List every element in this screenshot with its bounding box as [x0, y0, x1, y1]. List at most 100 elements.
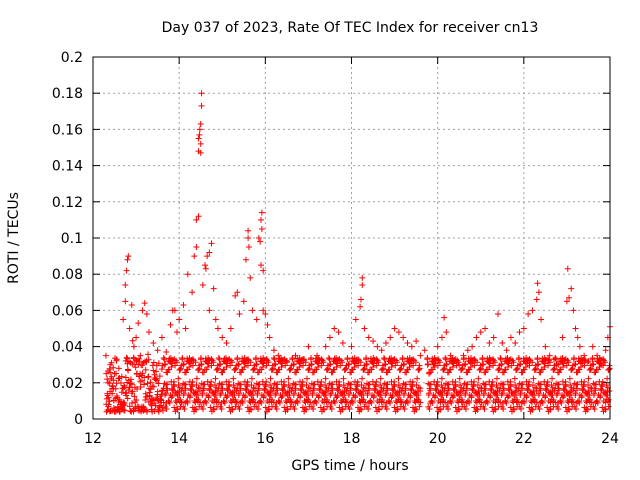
roti-point [224, 360, 231, 367]
roti-point [331, 357, 338, 364]
roti-point [171, 307, 178, 314]
roti-point [322, 375, 329, 382]
roti-point [258, 209, 265, 216]
roti-point [212, 316, 219, 323]
roti-point [287, 396, 294, 403]
roti-point [122, 282, 129, 289]
roti-point [276, 357, 283, 364]
roti-point [410, 362, 417, 369]
roti-point [581, 352, 588, 359]
roti-point [342, 366, 349, 373]
roti-point [147, 386, 154, 393]
roti-point [434, 356, 441, 363]
roti-point [507, 334, 514, 341]
roti-point [528, 405, 535, 412]
roti-point [358, 406, 365, 413]
roti-point [236, 405, 243, 412]
roti-point [395, 329, 402, 336]
roti-point [498, 361, 505, 368]
roti-point [429, 366, 436, 373]
roti-point [584, 359, 591, 366]
roti-point [589, 356, 596, 363]
roti-point [233, 399, 240, 406]
roti-point [142, 396, 149, 403]
roti-point [374, 343, 381, 350]
roti-point [362, 356, 369, 363]
roti-point [191, 253, 198, 260]
roti-point [248, 375, 255, 382]
roti-point [185, 357, 192, 364]
roti-point [270, 399, 277, 406]
roti-point [283, 358, 290, 365]
roti-point [310, 405, 317, 412]
roti-point [539, 399, 546, 406]
roti-point [262, 404, 269, 411]
roti-point [425, 380, 432, 387]
roti-point [340, 382, 347, 389]
roti-point [128, 381, 135, 388]
roti-point [576, 357, 583, 364]
roti-point [480, 360, 487, 367]
roti-point [482, 387, 489, 394]
roti-point [237, 381, 244, 388]
roti-point [318, 362, 325, 369]
roti-point [193, 244, 200, 251]
roti-point [404, 339, 411, 346]
roti-point [258, 399, 265, 406]
roti-point [404, 399, 411, 406]
roti-point [189, 362, 196, 369]
roti-point [166, 399, 173, 406]
roti-point [359, 274, 366, 281]
roti-point [558, 357, 565, 364]
roti-point [570, 399, 577, 406]
roti-point [295, 357, 302, 364]
y-tick-label: 0.04 [52, 340, 83, 356]
roti-point [253, 361, 260, 368]
roti-point [246, 405, 253, 412]
roti-point [373, 356, 380, 363]
roti-point [476, 384, 483, 391]
roti-point [292, 381, 299, 388]
roti-point [206, 249, 213, 256]
roti-point [197, 356, 204, 363]
roti-point [291, 390, 298, 397]
roti-point [573, 387, 580, 394]
roti-point [308, 360, 315, 367]
roti-point [496, 387, 503, 394]
roti-point [372, 383, 379, 390]
roti-point [204, 364, 211, 371]
roti-point [455, 359, 462, 366]
roti-point [571, 361, 578, 368]
roti-point [168, 364, 175, 371]
roti-point [572, 360, 579, 367]
roti-point [227, 325, 234, 332]
roti-point [184, 271, 191, 278]
roti-point [410, 356, 417, 363]
roti-point [258, 225, 265, 232]
roti-point [477, 329, 484, 336]
roti-point [581, 362, 588, 369]
roti-point [105, 379, 112, 386]
roti-point [565, 359, 572, 366]
roti-point [331, 399, 338, 406]
roti-point [244, 383, 251, 390]
roti-point [514, 396, 521, 403]
roti-point [400, 361, 407, 368]
roti-point [296, 364, 303, 371]
roti-point [189, 383, 196, 390]
roti-point [398, 365, 405, 372]
roti-point [156, 373, 163, 380]
roti-point [593, 381, 600, 388]
roti-point [219, 387, 226, 394]
roti-point [247, 274, 254, 281]
roti-point [393, 390, 400, 397]
roti-point [247, 359, 254, 366]
roti-point [533, 296, 540, 303]
roti-point [252, 356, 259, 363]
roti-point [217, 360, 224, 367]
roti-point [529, 406, 536, 413]
roti-point [426, 370, 433, 377]
roti-point [493, 382, 500, 389]
roti-point [536, 405, 543, 412]
roti-point [471, 356, 478, 363]
